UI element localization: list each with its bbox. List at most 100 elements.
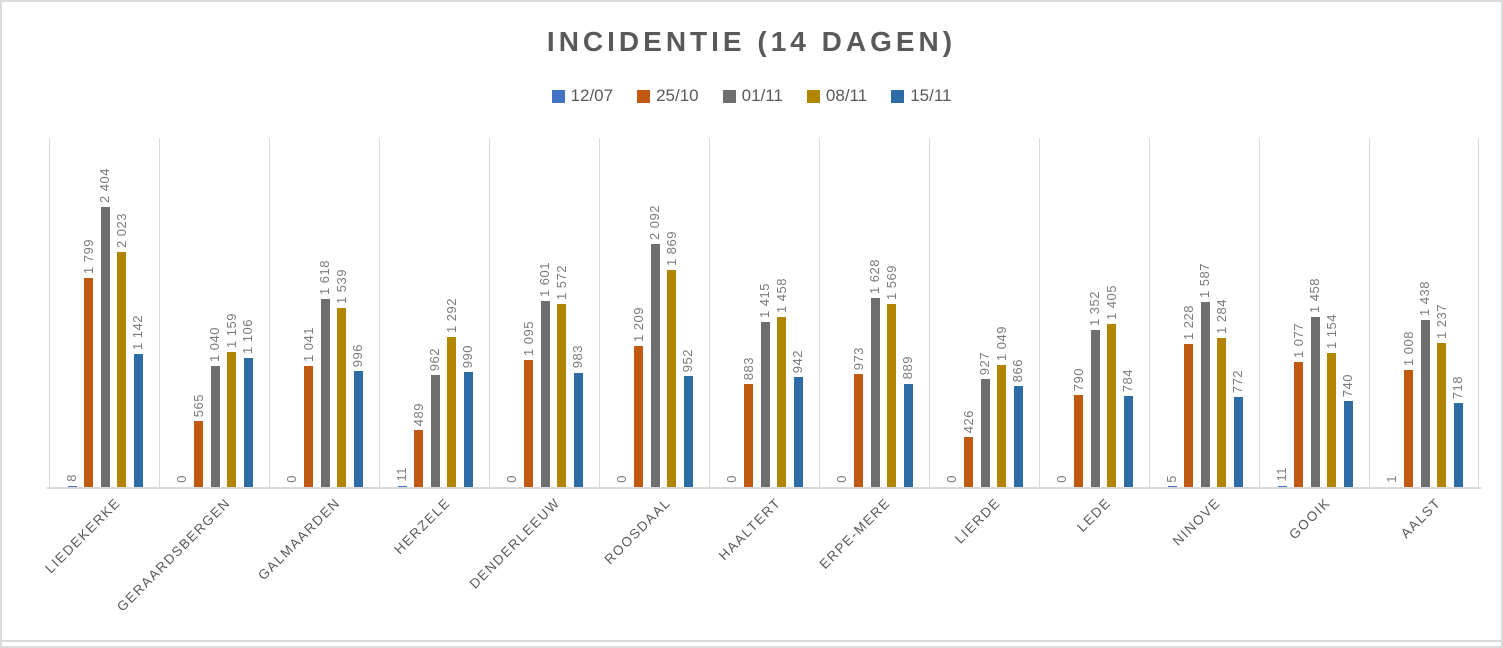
bar-08-11 <box>1437 343 1446 487</box>
bar-value-label: 1 587 <box>1197 263 1212 299</box>
bar-value-label: 784 <box>1120 368 1135 392</box>
category-label-herzele: HERZELE <box>391 495 454 558</box>
legend-label: 12/07 <box>570 86 614 105</box>
category-label-gooik: GOOIK <box>1286 495 1334 543</box>
category-label-roosdaal: ROOSDAAL <box>601 495 674 568</box>
bar-value-label: 962 <box>427 347 442 372</box>
bar-value-label: 790 <box>1070 367 1086 392</box>
category-panel-ninove: 5 1 228 1 587 1 284 772 <box>1149 138 1259 487</box>
bar-01-11 <box>1200 302 1210 487</box>
category-panel-haaltert: 0 883 1 415 1 458 942 <box>709 138 819 487</box>
bar-value-label: 1 008 <box>1400 330 1416 366</box>
bar-value-label: 1 438 <box>1417 280 1432 316</box>
bar-value-label: 1 106 <box>240 319 255 355</box>
bar-value-label: 927 <box>977 351 992 376</box>
legend-item-25-10: 25/10 <box>637 86 699 106</box>
bar-value-label: 1 458 <box>1307 278 1322 314</box>
category-panel-denderleeuw: 0 1 095 1 601 1 572 983 <box>489 138 599 487</box>
bar-value-label: 1 601 <box>537 261 552 297</box>
bar-25-10 <box>1074 395 1083 487</box>
bar-value-label: 1 <box>1384 475 1399 483</box>
bar-01-11 <box>650 243 660 487</box>
category-label-denderleeuw: DENDERLEEUW <box>467 495 564 592</box>
legend-item-01-11: 01/11 <box>722 86 783 106</box>
bar-15-11 <box>1453 403 1463 487</box>
bar-value-label: 0 <box>284 475 299 483</box>
bar-01-11 <box>870 297 880 487</box>
bar-25-10 <box>194 421 203 487</box>
legend-label: 08/11 <box>825 86 868 105</box>
bar-value-label: 1 041 <box>300 326 316 362</box>
legend-label: 15/11 <box>910 86 952 105</box>
category-label-erpe-mere: ERPE-MERE <box>816 495 894 572</box>
legend-swatch <box>722 89 736 103</box>
bar-15-11 <box>793 377 803 487</box>
bar-01-11 <box>100 207 110 487</box>
bar-08-11 <box>557 304 566 487</box>
bar-15-11 <box>133 354 143 487</box>
bar-value-label: 983 <box>570 345 585 369</box>
bar-value-label: 1 539 <box>333 268 349 304</box>
bar-value-label: 772 <box>1230 370 1245 394</box>
bar-value-label: 11 <box>394 467 409 482</box>
bar-08-11 <box>447 336 456 487</box>
category-panel-gooik: 11 1 077 1 458 1 154 740 <box>1259 138 1369 487</box>
bar-08-11 <box>887 304 896 487</box>
bar-value-label: 990 <box>460 344 475 368</box>
plot-area: 8 1 799 2 404 2 023 1 142 0 565 1 040 1 159 1 106… <box>49 138 1479 487</box>
category-label-haaltert: HAALTERT <box>715 495 784 564</box>
bar-value-label: 1 415 <box>757 283 772 319</box>
bar-value-label: 1 569 <box>883 265 899 301</box>
category-label-ninove: NINOVE <box>1170 495 1224 549</box>
category-panel-roosdaal: 0 1 209 2 092 1 869 952 <box>599 138 709 487</box>
bar-08-11 <box>667 269 676 487</box>
bar-value-label: 489 <box>410 402 426 427</box>
bar-12-07 <box>1167 486 1177 487</box>
bar-value-label: 1 095 <box>520 320 536 356</box>
bar-15-11 <box>353 371 363 487</box>
legend-swatch <box>637 89 651 103</box>
bar-value-label: 952 <box>680 349 695 373</box>
category-label-geraardsbergen: GERAARDSBERGEN <box>114 495 234 615</box>
category-label-galmaarden: GALMAARDEN <box>255 495 344 584</box>
bar-15-11 <box>903 383 913 487</box>
bar-01-11 <box>1310 317 1320 487</box>
bar-value-label: 1 352 <box>1087 290 1102 326</box>
bar-01-11 <box>760 322 770 487</box>
bar-value-label: 8 <box>64 474 79 483</box>
bar-25-10 <box>1404 369 1413 487</box>
legend-item-12-07: 12/07 <box>551 86 614 106</box>
bar-value-label: 565 <box>190 394 206 418</box>
bar-25-10 <box>964 437 973 487</box>
bar-value-label: 1 077 <box>1290 322 1306 358</box>
bar-25-10 <box>524 359 533 487</box>
chart-title: INCIDENTIE (14 DAGEN) <box>546 26 957 57</box>
bar-value-label: 0 <box>834 475 849 483</box>
legend-label: 01/11 <box>741 86 783 105</box>
bar-value-label: 1 799 <box>80 238 96 274</box>
legend-swatch <box>806 89 820 103</box>
legend-item-08-11: 08/11 <box>806 86 868 106</box>
bar-value-label: 1 049 <box>993 325 1009 361</box>
bar-value-label: 1 292 <box>443 297 459 333</box>
bar-01-11 <box>320 298 330 487</box>
bar-08-11 <box>1217 337 1226 487</box>
category-label-lierde: LIERDE <box>952 495 1004 547</box>
category-label-liedekerke: LIEDEKERKE <box>42 495 124 577</box>
bar-08-11 <box>337 307 346 487</box>
bar-value-label: 740 <box>1340 373 1355 397</box>
chart-bottom-edge <box>2 640 1501 642</box>
bar-15-11 <box>1233 397 1243 487</box>
bar-value-label: 866 <box>1010 359 1025 383</box>
bar-value-label: 0 <box>724 475 739 483</box>
bar-value-label: 1 458 <box>773 278 789 314</box>
bar-value-label: 996 <box>350 343 365 368</box>
legend-label: 25/10 <box>656 86 699 105</box>
bar-08-11 <box>997 364 1006 487</box>
bar-value-label: 1 142 <box>130 315 145 351</box>
bar-01-11 <box>980 379 990 487</box>
bar-value-label: 883 <box>740 357 756 381</box>
bar-25-10 <box>304 365 313 487</box>
bar-value-label: 889 <box>900 356 915 380</box>
